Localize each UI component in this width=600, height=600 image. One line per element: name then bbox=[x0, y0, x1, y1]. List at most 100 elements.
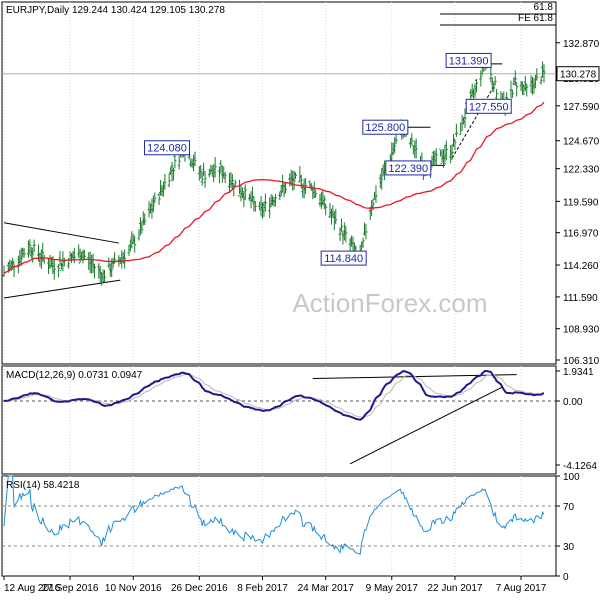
rsi-line bbox=[3, 475, 545, 555]
price-bar bbox=[453, 138, 457, 151]
x-tick-label: 24 Mar 2017 bbox=[298, 583, 355, 594]
x-tick-label: 7 Aug 2017 bbox=[496, 583, 547, 594]
last-price-label: 130.278 bbox=[560, 70, 597, 81]
x-tick-label: 9 May 2017 bbox=[366, 583, 419, 594]
price-bar bbox=[490, 77, 494, 92]
macd-axis-tick-label: 0.00 bbox=[563, 397, 583, 408]
price-title: EURJPY,Daily 129.244 130.424 129.105 130… bbox=[6, 5, 225, 16]
price-bar bbox=[351, 236, 355, 253]
price-bar bbox=[410, 132, 414, 146]
price-axis-tick-label: 122.330 bbox=[563, 165, 600, 176]
price-bar bbox=[82, 249, 86, 261]
price-axis-tick-label: 132.870 bbox=[563, 39, 600, 50]
fib-level-label: FE 61.8 bbox=[518, 13, 553, 24]
x-tick-label: 8 Feb 2017 bbox=[237, 583, 288, 594]
price-axis-tick-label: 124.670 bbox=[563, 137, 600, 148]
price-bar bbox=[263, 193, 267, 212]
price-axis-tick-label: 116.970 bbox=[563, 229, 599, 240]
price-bar bbox=[143, 213, 147, 226]
price-bar bbox=[493, 76, 497, 86]
price-annotation-box bbox=[144, 140, 191, 156]
price-bar bbox=[380, 167, 384, 190]
grid bbox=[3, 2, 522, 576]
price-bar bbox=[72, 248, 76, 264]
watermark: ActionForex.com bbox=[292, 288, 487, 318]
price-bar bbox=[489, 65, 493, 83]
rsi-axis-tick-label: 0 bbox=[563, 572, 569, 583]
price-bar bbox=[495, 88, 499, 100]
price-bar bbox=[153, 192, 157, 204]
price-bar bbox=[304, 178, 308, 195]
price-bar bbox=[479, 70, 483, 87]
price-bar bbox=[11, 258, 15, 270]
macd-main-line bbox=[3, 370, 545, 421]
price-bar bbox=[510, 89, 514, 99]
price-annotation-label: 125.800 bbox=[365, 122, 405, 134]
x-tick-label: 27 Sep 2016 bbox=[42, 583, 99, 594]
price-axis: 132.870129.910127.590124.670122.330119.5… bbox=[556, 39, 600, 367]
price-annotation-labels: 124.080 114.840 125.800 122.390 131.390 127.5… bbox=[144, 52, 512, 266]
price-bar bbox=[535, 68, 539, 81]
triangle-upper-line bbox=[3, 222, 119, 244]
price-bar bbox=[151, 195, 155, 213]
price-bar bbox=[52, 259, 56, 280]
price-bar bbox=[32, 239, 36, 252]
price-bar bbox=[2, 265, 6, 277]
macd-structure-lines bbox=[2, 374, 556, 465]
rsi-axis: 100 70 30 0 bbox=[2, 472, 580, 583]
price-bar bbox=[31, 247, 35, 263]
price-bar bbox=[137, 229, 141, 241]
price-bar bbox=[393, 137, 397, 154]
price-bar bbox=[200, 172, 204, 186]
price-bar bbox=[283, 182, 287, 194]
price-bar bbox=[58, 250, 62, 266]
price-bars bbox=[2, 56, 546, 286]
price-bar bbox=[278, 191, 282, 201]
price-bar bbox=[22, 248, 26, 258]
price-annotation-box bbox=[320, 250, 367, 266]
price-bar bbox=[41, 242, 45, 263]
price-annotation-label: 124.080 bbox=[147, 143, 187, 155]
price-panel-frame bbox=[1, 1, 557, 365]
price-bar bbox=[202, 162, 206, 177]
price-bar bbox=[203, 171, 207, 188]
price-bar bbox=[463, 108, 467, 128]
rsi-title: RSI(14) 58.4218 bbox=[6, 480, 80, 491]
rsi-axis-tick-label: 100 bbox=[563, 472, 580, 483]
price-bar bbox=[492, 82, 496, 93]
price-bar bbox=[103, 269, 107, 283]
price-structure-lines: 61.8FE 61.8 bbox=[2, 2, 556, 299]
price-bar bbox=[28, 239, 32, 255]
price-bar bbox=[230, 173, 234, 191]
x-tick-label: 26 Dec 2016 bbox=[171, 583, 228, 594]
price-bar bbox=[364, 223, 368, 240]
price-annotation-label: 131.390 bbox=[449, 55, 489, 67]
price-bar bbox=[334, 208, 338, 225]
price-bar bbox=[340, 218, 343, 232]
price-bar bbox=[177, 155, 181, 170]
price-annotation-box bbox=[385, 160, 432, 176]
price-bar bbox=[525, 83, 529, 97]
price-bar bbox=[62, 257, 66, 267]
price-bar bbox=[279, 185, 283, 196]
x-tick-label: 10 Nov 2016 bbox=[105, 583, 162, 594]
price-annotation: 131.390 bbox=[445, 52, 492, 68]
last-price-box bbox=[556, 66, 600, 82]
price-axis-tick-label: 127.590 bbox=[563, 102, 600, 113]
price-bar bbox=[167, 173, 171, 188]
price-bar bbox=[314, 189, 318, 198]
price-annotation: 125.800 bbox=[362, 119, 409, 135]
price-bar bbox=[322, 195, 326, 210]
macd-axis-tick-label: 1.9341 bbox=[563, 367, 594, 378]
price-bar bbox=[539, 75, 543, 85]
price-annotation: 127.550 bbox=[465, 98, 512, 114]
price-bar bbox=[294, 172, 298, 180]
watermark-text: ActionForex.com bbox=[292, 288, 487, 318]
price-annotation-box bbox=[465, 98, 512, 114]
price-bar bbox=[217, 166, 221, 184]
price-bar bbox=[434, 148, 438, 166]
price-bar bbox=[223, 172, 227, 184]
price-bar bbox=[92, 263, 96, 279]
price-bar bbox=[542, 64, 546, 83]
